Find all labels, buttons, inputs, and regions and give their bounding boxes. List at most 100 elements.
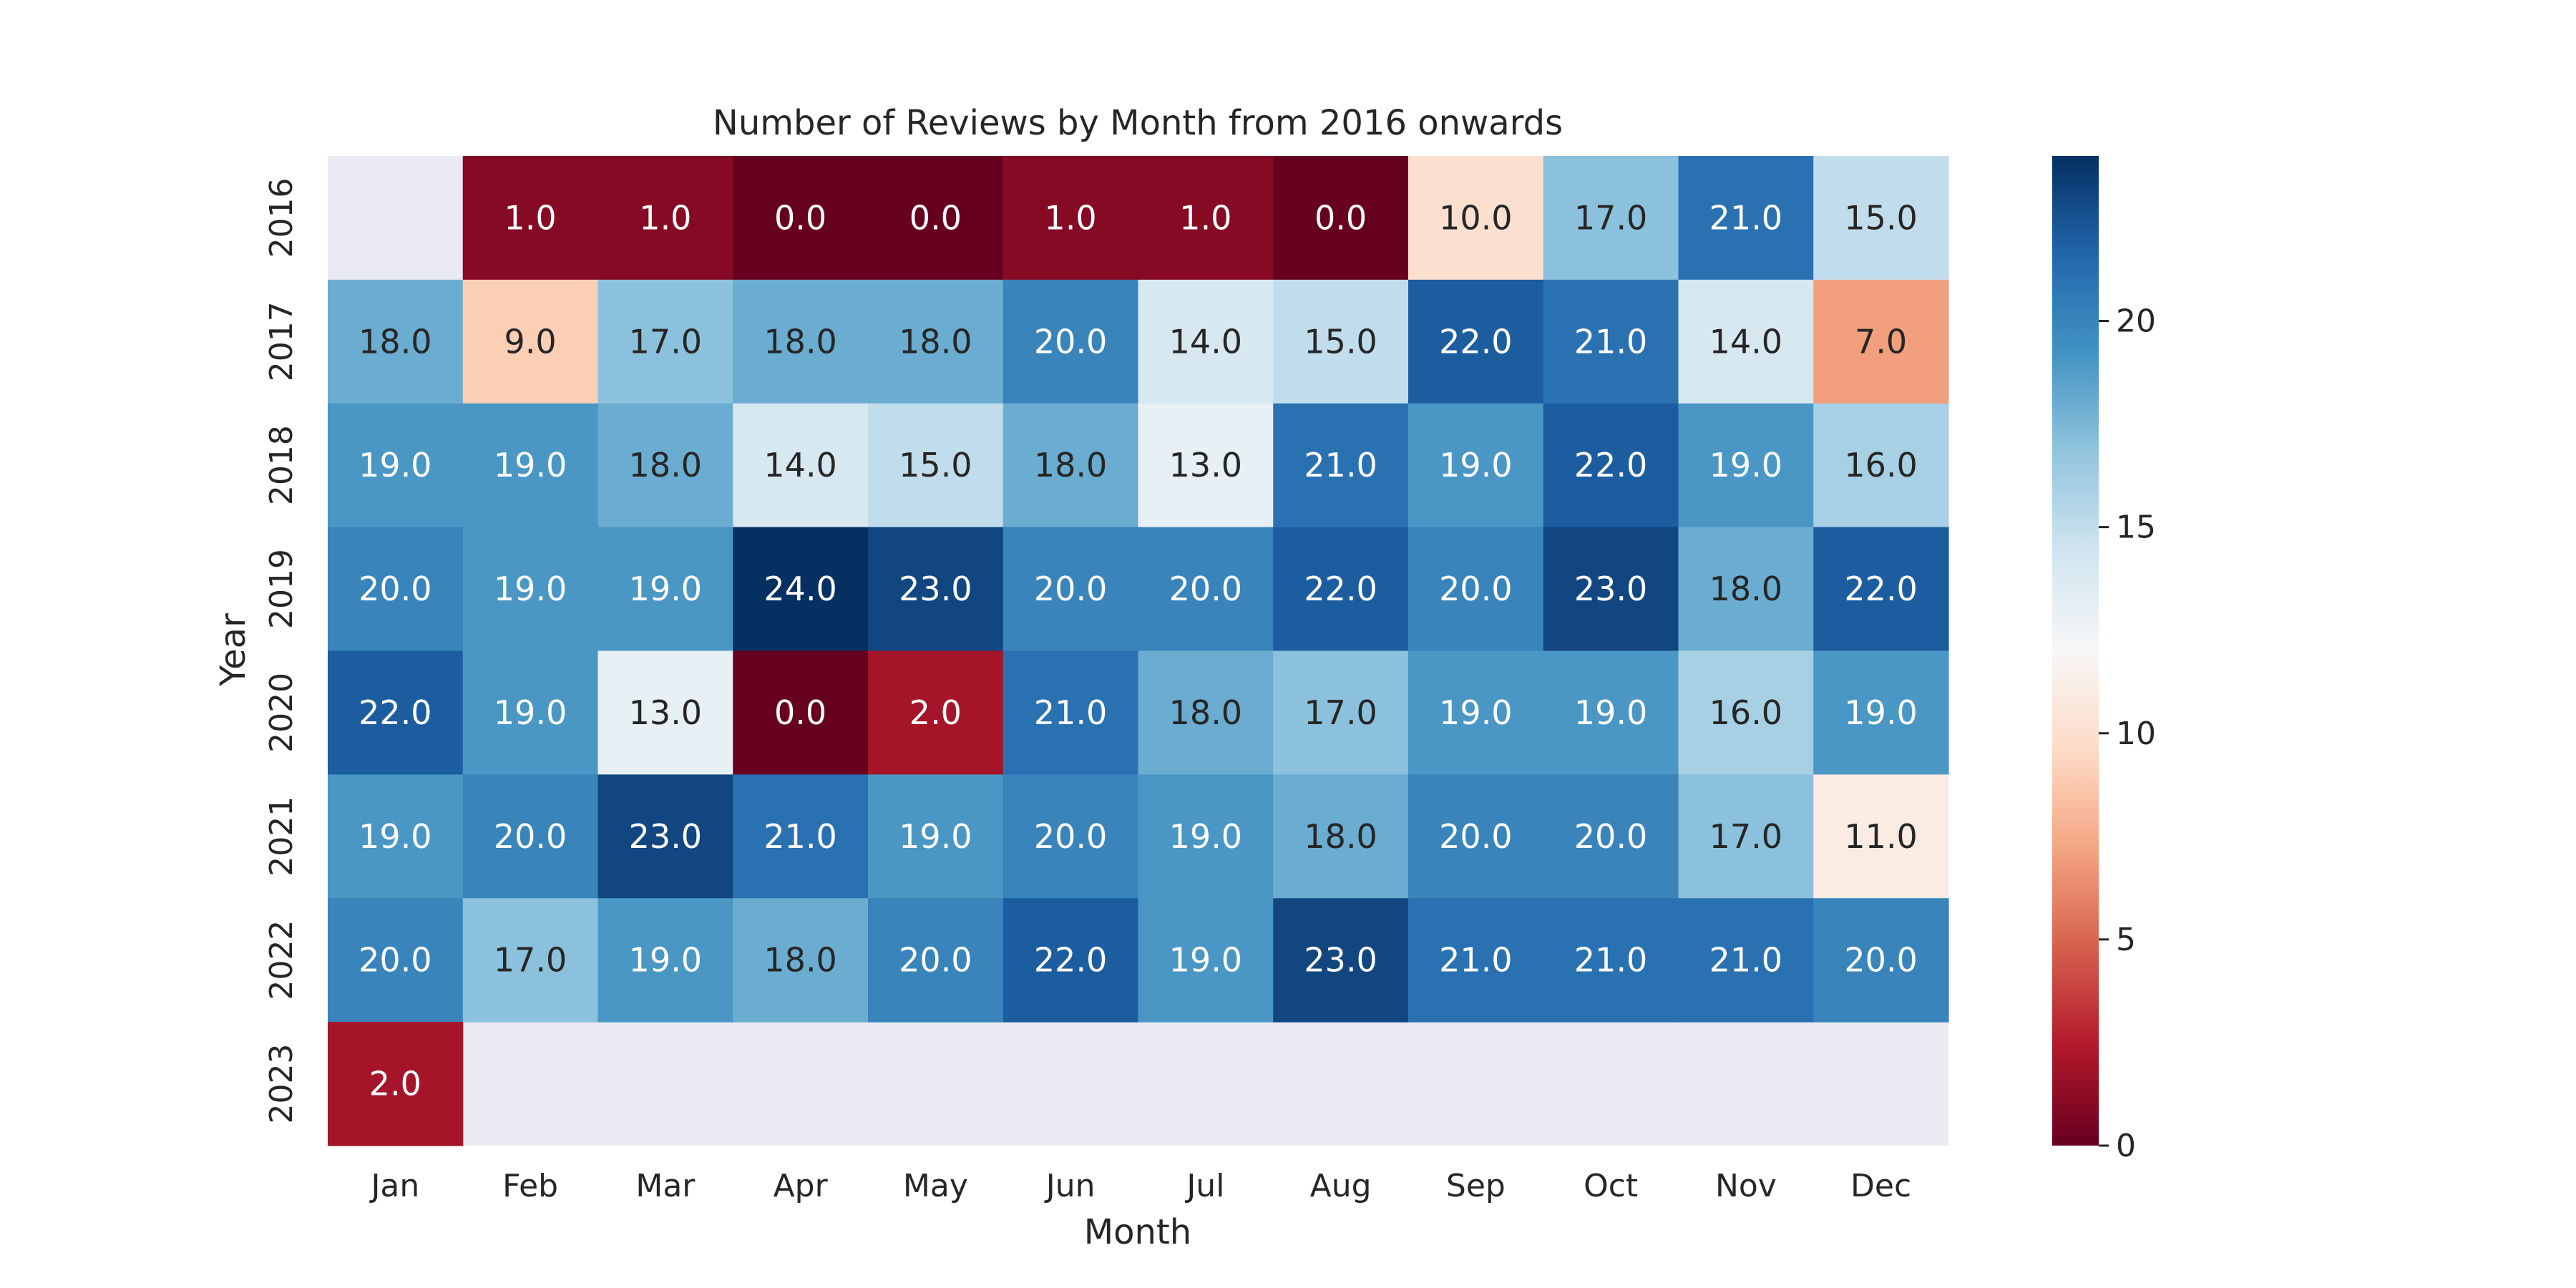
heatmap-cell-2021-Jan	[328, 774, 464, 899]
heatmap-cell-label: 13.0	[629, 693, 702, 732]
heatmap-cell-label: 20.0	[1844, 941, 1917, 980]
x-tick-label: Sep	[1446, 1168, 1506, 1204]
heatmap-cell-2019-Apr	[733, 527, 869, 652]
heatmap-cell-2017-Feb	[462, 279, 599, 404]
heatmap-cell-label: 18.0	[1304, 817, 1377, 856]
heatmap-cell-label: 17.0	[1304, 693, 1377, 732]
heatmap-cell-label: 20.0	[899, 941, 972, 980]
heatmap-cell-2022-Sep	[1408, 898, 1544, 1023]
heatmap-cell-label: 13.0	[1169, 446, 1242, 484]
heatmap-cell-label: 10.0	[1439, 198, 1512, 237]
heatmap-cell-label: 0.0	[774, 693, 826, 732]
heatmap-cell-2022-Oct	[1543, 898, 1679, 1023]
heatmap-cell-2017-Aug	[1273, 279, 1409, 404]
heatmap-cell-2020-Apr	[733, 650, 869, 775]
heatmap-cell-2019-Jan	[328, 527, 464, 652]
heatmap-cell-label: 20.0	[1574, 817, 1647, 856]
heatmap-cell-label: 22.0	[1304, 570, 1377, 608]
heatmap-cell-label: 1.0	[639, 198, 691, 237]
heatmap-cell-2019-Sep	[1408, 527, 1544, 652]
heatmap-cell-2017-Mar	[597, 279, 733, 404]
heatmap-cell-2019-Jul	[1138, 527, 1274, 652]
heatmap-cell-2017-Dec	[1813, 279, 1949, 404]
heatmap-cell-label: 21.0	[1304, 446, 1377, 484]
heatmap-cell-label: 19.0	[358, 817, 431, 856]
x-tick-label: May	[903, 1168, 968, 1204]
heatmap-cell-label: 1.0	[1045, 198, 1097, 237]
heatmap-cell-label: 21.0	[1574, 322, 1647, 361]
heatmap-cell-label: 20.0	[358, 941, 431, 980]
heatmap-cell-2019-May	[868, 527, 1004, 652]
colorbar-tick-label: 10	[2116, 716, 2156, 752]
x-tick-label: Apr	[774, 1168, 829, 1204]
heatmap-cell-label: 22.0	[358, 693, 431, 732]
heatmap-cell-label: 0.0	[909, 198, 962, 237]
heatmap-cell-2018-Jul	[1138, 403, 1274, 528]
colorbar-tick-label: 0	[2116, 1128, 2136, 1164]
heatmap-cell-2020-May	[868, 650, 1004, 775]
heatmap-cell-label: 22.0	[1844, 570, 1917, 608]
heatmap-cell-label: 19.0	[1439, 693, 1512, 732]
heatmap-cell-label: 19.0	[494, 446, 567, 484]
heatmap-cell-label: 18.0	[1169, 693, 1242, 732]
y-axis-ticks: 2016 2017 2018 2019 2020 2021 2022 2023	[263, 177, 300, 1123]
heatmap-cell-2022-Nov	[1678, 898, 1814, 1023]
heatmap-cell-2021-Jun	[1002, 774, 1139, 899]
heatmap-cell-label: 20.0	[1169, 570, 1242, 608]
heatmap-cell-label: 19.0	[629, 941, 702, 980]
heatmap-cell-label: 21.0	[1709, 941, 1782, 980]
heatmap-cell-label: 22.0	[1574, 446, 1647, 484]
colorbar-gradient	[2052, 156, 2099, 1146]
heatmap-cell-2020-Jun	[1002, 650, 1139, 775]
y-tick-label: 2016	[263, 177, 300, 258]
heatmap-cell-label: 19.0	[494, 693, 567, 732]
heatmap-cell-2021-Oct	[1543, 774, 1679, 899]
heatmap-cell-label: 21.0	[1439, 941, 1512, 980]
x-tick-label: Jun	[1044, 1168, 1096, 1204]
heatmap-cell-2021-Sep	[1408, 774, 1544, 899]
heatmap-cell-label: 14.0	[1169, 322, 1242, 361]
heatmap-cell-2020-Feb	[462, 650, 599, 775]
x-tick-label: Mar	[635, 1168, 696, 1204]
heatmap-cell-2019-Dec	[1813, 527, 1949, 652]
heatmap-cell-2022-Aug	[1273, 898, 1409, 1023]
x-tick-label: Nov	[1715, 1168, 1777, 1204]
heatmap-cell-2019-Oct	[1543, 527, 1679, 652]
heatmap-cell-2022-Mar	[597, 898, 733, 1023]
colorbar-tick-label: 15	[2116, 509, 2156, 546]
heatmap-cell-label: 18.0	[629, 446, 702, 484]
heatmap-cell-label: 1.0	[504, 198, 557, 237]
x-tick-label: Feb	[502, 1168, 558, 1204]
y-tick-label: 2020	[263, 673, 300, 753]
heatmap-cell-2021-Mar	[597, 774, 733, 899]
heatmap-cell-2022-Jan	[328, 898, 464, 1023]
heatmap-cell-2022-Jun	[1002, 898, 1139, 1023]
heatmap-cell-label: 2.0	[909, 693, 962, 732]
heatmap-cell-label: 19.0	[1439, 446, 1512, 484]
y-tick-label: 2021	[263, 796, 300, 877]
heatmap-cell-label: 2.0	[369, 1065, 421, 1103]
heatmap-cell-2017-Jan	[328, 279, 464, 404]
heatmap-cell-label: 14.0	[763, 446, 836, 484]
heatmap-cell-2016-Jul	[1138, 156, 1274, 280]
chart-title: Number of Reviews by Month from 2016 onw…	[713, 103, 1563, 143]
heatmap-cell-label: 19.0	[899, 817, 972, 856]
heatmap-cell-label: 17.0	[1574, 198, 1647, 237]
heatmap-cell-2018-Feb	[462, 403, 599, 528]
heatmap-cell-label: 21.0	[1034, 693, 1107, 732]
heatmap-cell-2021-Dec	[1813, 774, 1949, 899]
colorbar: 0 5 10 15 20	[2052, 156, 2156, 1164]
heatmap-cell-label: 0.0	[1314, 198, 1367, 237]
heatmap-cell-label: 24.0	[763, 570, 836, 608]
heatmap-cell-2021-Jul	[1138, 774, 1274, 899]
heatmap-cell-2016-Aug	[1273, 156, 1409, 280]
heatmap-cell-2016-Dec	[1813, 156, 1949, 280]
y-tick-label: 2022	[263, 920, 300, 1000]
heatmap-cell-2018-Jan	[328, 403, 464, 528]
heatmap-cell-label: 20.0	[1439, 817, 1512, 856]
heatmap-cell-label: 22.0	[1439, 322, 1512, 361]
heatmap-cell-2018-Oct	[1543, 403, 1679, 528]
heatmap-cell-label: 0.0	[774, 198, 826, 237]
heatmap-cell-label: 18.0	[1709, 570, 1782, 608]
x-tick-label: Jul	[1184, 1168, 1224, 1204]
